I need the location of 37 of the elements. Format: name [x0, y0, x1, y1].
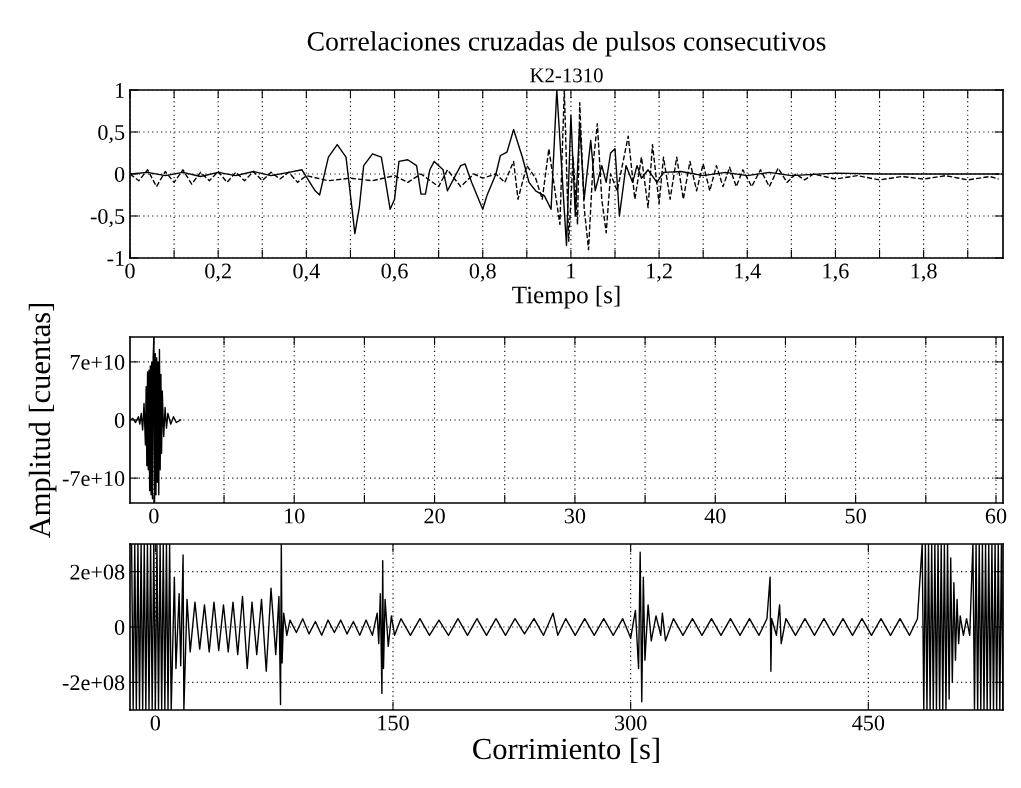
x-axis-title: Tiempo [s]: [512, 285, 620, 309]
x-tick-label: 50: [845, 508, 866, 524]
chart-subtitle: K2-1310: [530, 68, 603, 83]
x-tick-label: 0: [125, 263, 135, 279]
x-tick-label: 0,6: [381, 263, 408, 282]
x-tick-label: 0: [149, 508, 159, 524]
x-tick-label: 0,4: [293, 263, 320, 282]
x-tick-label: 1,2: [647, 263, 672, 282]
chart-title: Correlaciones cruzadas de pulsos consecutivos: [307, 31, 826, 57]
x-tick-label: 300: [615, 715, 647, 731]
x-tick-label: 1,8: [911, 263, 937, 282]
y-tick-label: -0,5: [90, 208, 125, 228]
x-tick-label: 40: [704, 508, 726, 524]
x-tick-label: 150: [378, 715, 409, 731]
y-tick-label: -1: [107, 251, 124, 266]
x-tick-label: 20: [424, 508, 445, 524]
x-tick-label: 0: [150, 715, 161, 731]
x-tick-label: 0,8: [469, 263, 496, 282]
x-tick-label: 450: [852, 715, 885, 731]
y-tick-label: 2e+08: [70, 564, 125, 580]
y-tick-label: -2e+08: [62, 675, 125, 691]
x-tick-label: 30: [564, 508, 586, 524]
x-tick-label: 1: [567, 263, 576, 279]
x-tick-label: 0,2: [205, 263, 231, 282]
y-tick-label: 1: [115, 83, 124, 98]
y-tick-label: 7e+10: [70, 354, 125, 370]
y-tick-label: 0,5: [98, 124, 125, 144]
y-tick-label: 0: [114, 412, 125, 428]
x-tick-label: 1,6: [823, 263, 849, 282]
y-tick-label: 0: [114, 166, 125, 182]
x-tick-label: 60: [985, 508, 1007, 524]
x-axis-title: Corrimiento [s]: [473, 737, 659, 764]
y-tick-label: 0: [114, 619, 125, 635]
x-tick-label: 10: [285, 508, 305, 524]
x-tick-label: 1,4: [735, 263, 761, 282]
y-tick-label: -7e+10: [62, 471, 125, 487]
y-axis-title: Amplitud [cuentas]: [28, 303, 57, 539]
